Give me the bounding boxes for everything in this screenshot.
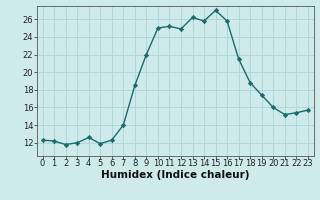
X-axis label: Humidex (Indice chaleur): Humidex (Indice chaleur) xyxy=(101,170,250,180)
